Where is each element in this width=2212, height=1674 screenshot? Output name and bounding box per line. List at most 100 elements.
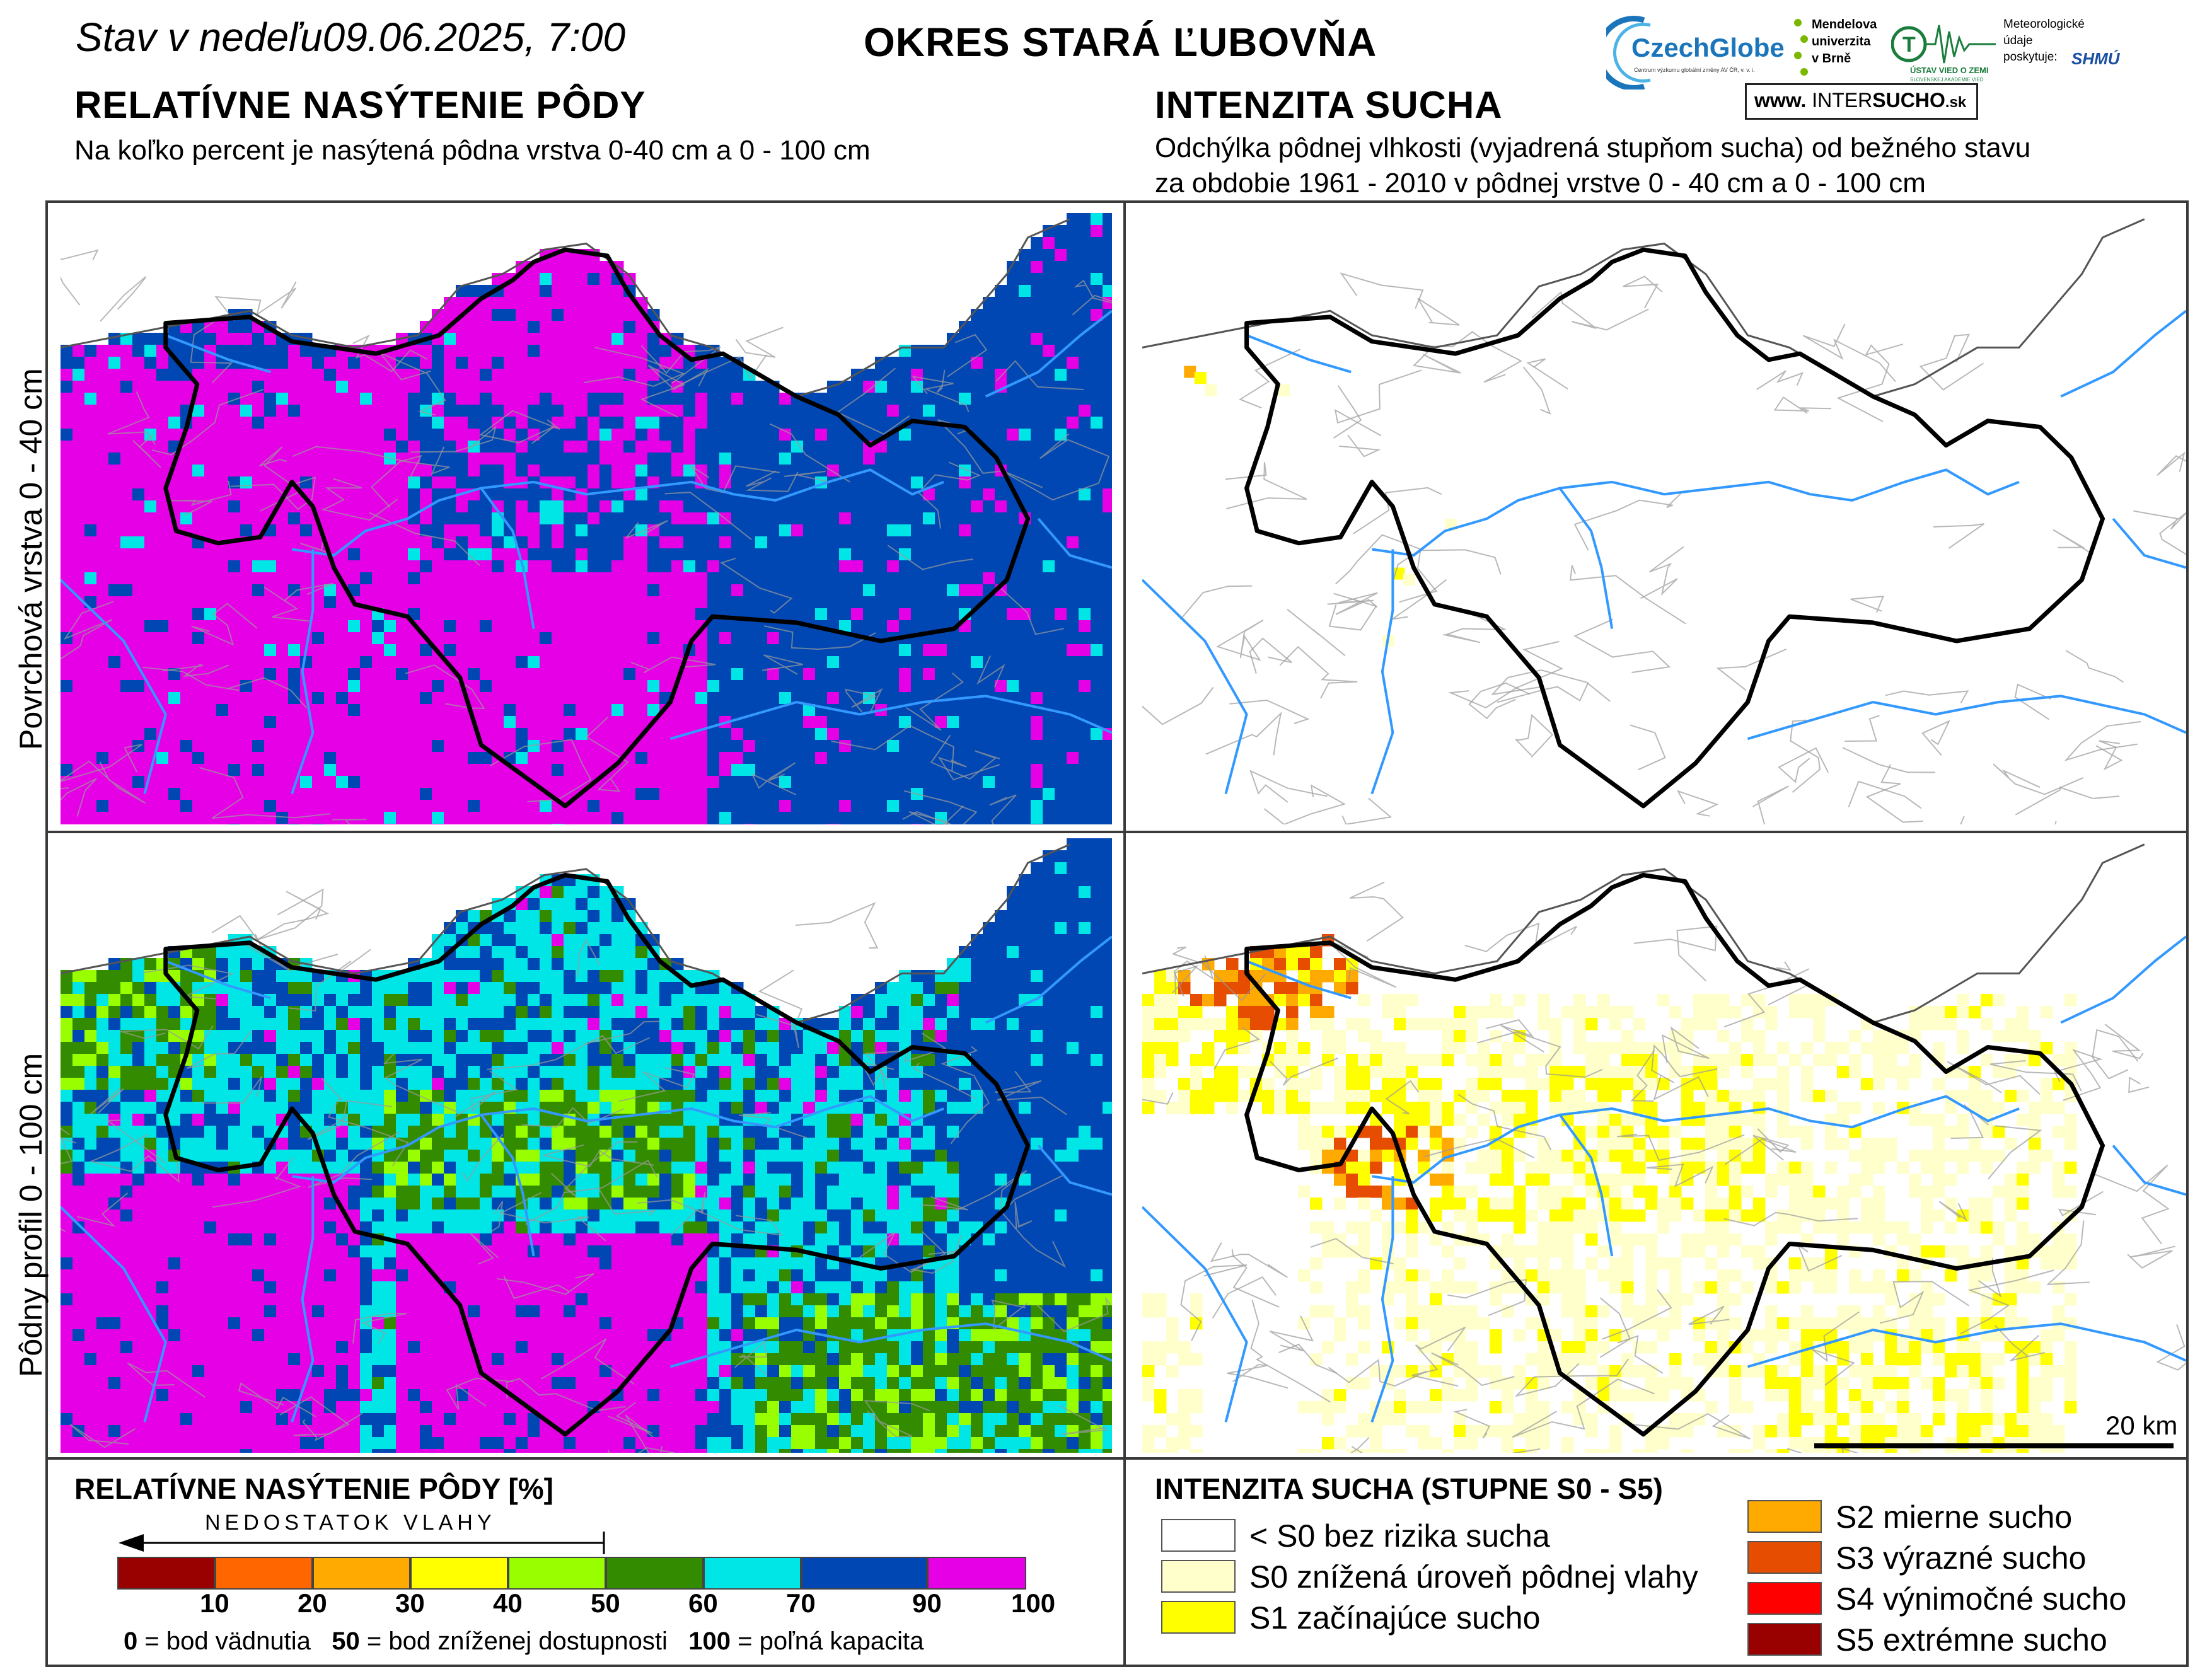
raster-cell [360, 716, 373, 729]
raster-cell [743, 1030, 756, 1042]
raster-cell [324, 405, 337, 417]
raster-cell [96, 536, 109, 549]
raster-cell [1403, 574, 1415, 586]
raster-cell [1091, 656, 1103, 669]
raster-cell [827, 800, 840, 812]
raster-cell [252, 680, 265, 693]
raster-cell [803, 1030, 816, 1042]
intersucho-logo[interactable]: www. INTERSUCHO.sk [1745, 83, 1978, 120]
raster-cell [132, 1006, 145, 1019]
raster-cell [863, 488, 876, 501]
raster-cell [971, 740, 983, 753]
raster-cell [480, 970, 492, 983]
raster-cell [1079, 524, 1091, 537]
raster-cell [1019, 1018, 1031, 1030]
raster-cell [444, 728, 456, 741]
raster-cell [971, 692, 983, 705]
raster-cell [108, 441, 121, 453]
raster-cell [1007, 644, 1019, 657]
raster-cell [635, 465, 648, 477]
raster-cell [911, 1030, 924, 1042]
raster-cell [827, 584, 840, 597]
raster-cell [1043, 608, 1055, 621]
raster-cell [84, 656, 97, 669]
raster-cell [192, 572, 205, 585]
raster-cell [863, 584, 876, 597]
raster-cell [1043, 369, 1055, 381]
raster-cell [228, 728, 241, 741]
raster-cell [611, 644, 624, 657]
raster-cell [1091, 453, 1103, 465]
raster-cell [1007, 776, 1019, 788]
raster-cell [360, 536, 373, 549]
raster-cell [1055, 800, 1067, 812]
raster-cell [216, 441, 229, 453]
raster-cell [588, 453, 600, 465]
raster-cell [1043, 946, 1055, 959]
municipality-line [1007, 433, 1110, 501]
raster-cell [611, 946, 624, 959]
raster-cell [288, 524, 301, 537]
raster-cell [647, 668, 660, 681]
raster-cell [611, 922, 624, 935]
raster-cell [480, 333, 492, 345]
raster-cell [504, 441, 516, 453]
raster-cell [144, 728, 157, 741]
raster-cell [540, 465, 552, 477]
raster-cell [540, 453, 552, 465]
raster-cell [552, 982, 564, 995]
raster-cell [444, 800, 456, 812]
raster-cell [611, 536, 624, 549]
raster-cell [947, 812, 959, 824]
raster-cell [1019, 321, 1031, 333]
municipality-line [151, 388, 264, 456]
raster-cell [444, 453, 456, 465]
raster-cell [1043, 333, 1055, 345]
raster-cell [623, 584, 636, 597]
raster-cell [336, 800, 349, 812]
raster-cell [983, 476, 995, 489]
raster-cell [599, 970, 612, 983]
raster-cell [204, 393, 217, 405]
raster-cell [767, 405, 780, 417]
raster-cell [288, 1066, 301, 1078]
raster-cell [432, 453, 444, 465]
raster-cell [432, 970, 444, 983]
raster-cell [456, 548, 468, 561]
raster-cell [1091, 994, 1103, 1007]
raster-cell [707, 800, 720, 812]
raster-cell [468, 417, 480, 429]
raster-cell [156, 764, 169, 776]
raster-cell [348, 752, 361, 765]
raster-cell [456, 453, 468, 465]
raster-cell [815, 584, 828, 597]
raster-cell [456, 321, 468, 333]
raster-cell [983, 728, 995, 741]
raster-cell [599, 560, 612, 573]
raster-cell [564, 524, 576, 537]
raster-cell [959, 764, 971, 776]
raster-cell [1067, 656, 1079, 669]
raster-cell [396, 1042, 408, 1054]
raster-cell [731, 800, 744, 812]
raster-cell [1067, 381, 1079, 393]
raster-cell [408, 560, 420, 573]
raster-cell [1091, 632, 1103, 645]
raster-cell [96, 728, 109, 741]
raster-cell [132, 560, 145, 573]
raster-cell [480, 728, 492, 741]
raster-cell [983, 381, 995, 393]
raster-cell [671, 620, 684, 633]
raster-cell [384, 1030, 397, 1042]
raster-cell [540, 644, 552, 657]
raster-cell [324, 381, 337, 393]
raster-cell [1031, 285, 1043, 297]
raster-cell [1103, 862, 1112, 875]
raster-cell [264, 429, 277, 441]
raster-cell [623, 1030, 636, 1042]
raster-cell [803, 536, 816, 549]
raster-cell [576, 764, 588, 776]
raster-cell [61, 512, 73, 525]
raster-cell [264, 982, 277, 995]
raster-cell [120, 1066, 133, 1078]
